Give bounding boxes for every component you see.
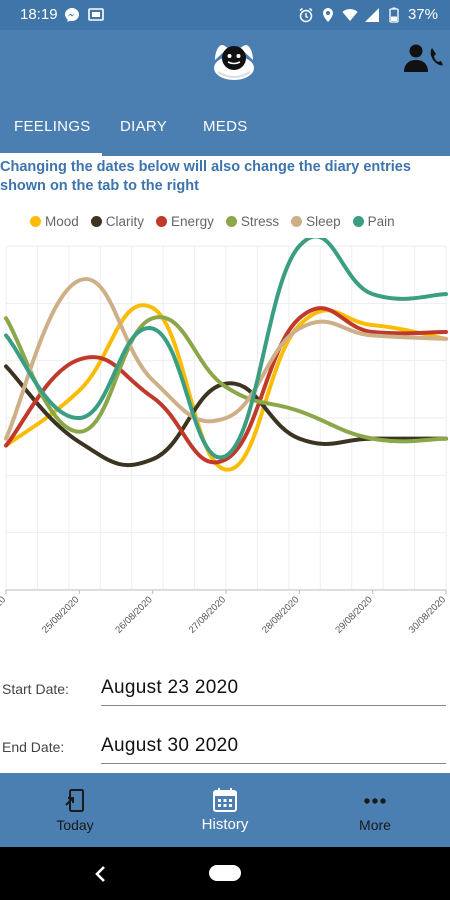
feelings-line-chart: 24/08/2020 25/08/2020 26/08/2020 27/08/2020… (0, 238, 448, 636)
legend-item-clarity[interactable]: Clarity (90, 214, 145, 229)
status-bar: 18:19 37% (0, 0, 450, 30)
series-line-energy (4, 306, 448, 465)
legend-item-sleep[interactable]: Sleep (291, 214, 341, 229)
home-pill[interactable] (209, 865, 241, 881)
nav-today-label: Today (56, 816, 94, 833)
tab-feelings[interactable]: FEELINGS (14, 118, 91, 135)
status-time: 18:19 (20, 6, 58, 23)
bottom-navigation: Today History More (0, 773, 450, 847)
x-tick-label: 29/08/2020 (333, 594, 374, 635)
nav-more-label: More (359, 816, 391, 833)
location-icon (322, 7, 333, 22)
series-line-sleep (4, 277, 448, 441)
legend-label: Sleep (306, 214, 341, 229)
today-icon (65, 788, 84, 812)
app-header: FEELINGS DIARY MEDS (0, 30, 450, 156)
legend-dot (225, 216, 237, 227)
legend-item-mood[interactable]: Mood (30, 214, 79, 229)
x-tick-label: 26/08/2020 (113, 594, 154, 635)
start-date-field[interactable]: August 23 2020 (101, 677, 446, 706)
legend-dot (352, 216, 364, 227)
legend-dot (90, 216, 102, 227)
chart-legend: Mood Clarity Energy Stress Sleep Pain (30, 214, 395, 229)
series-line-mood (4, 303, 448, 472)
signal-icon (364, 7, 379, 22)
legend-label: Mood (45, 214, 79, 229)
x-tick-label: 28/08/2020 (260, 594, 301, 635)
contact-call-icon[interactable] (404, 42, 444, 74)
legend-item-energy[interactable]: Energy (156, 214, 214, 229)
legend-item-pain[interactable]: Pain (352, 214, 395, 229)
legend-dot (30, 216, 41, 227)
cast-icon (88, 8, 104, 21)
end-date-field[interactable]: August 30 2020 (101, 735, 446, 764)
more-dots-icon (364, 797, 386, 804)
active-tab-indicator (0, 153, 102, 156)
tab-diary[interactable]: DIARY (120, 118, 168, 135)
back-chevron-icon[interactable] (92, 864, 108, 884)
info-text: Changing the dates below will also chang… (0, 159, 411, 194)
legend-dot (156, 216, 168, 227)
end-date-label: End Date: (2, 739, 65, 755)
x-tick-label: 30/08/2020 (407, 594, 448, 635)
system-navigation-bar (0, 847, 450, 900)
legend-label: Pain (367, 214, 395, 229)
legend-label: Energy (171, 214, 214, 229)
x-tick-label: 25/08/2020 (40, 594, 81, 635)
nav-more[interactable]: More (300, 773, 450, 847)
status-indicators: 37% (298, 6, 438, 23)
legend-label: Stress (240, 214, 280, 229)
start-date-label: Start Date: (2, 681, 69, 697)
tab-meds[interactable]: MEDS (203, 118, 248, 135)
legend-item-stress[interactable]: Stress (225, 214, 280, 229)
nav-history-label: History (201, 816, 249, 833)
calendar-icon (213, 788, 237, 812)
messenger-icon (65, 8, 79, 22)
legend-dot (291, 216, 303, 227)
battery-icon (389, 7, 399, 23)
alarm-icon (299, 7, 313, 22)
notification-icons (64, 7, 104, 23)
battery-percent: 37% (407, 6, 438, 23)
x-tick-label: 27/08/2020 (187, 594, 228, 635)
app-logo-icon (214, 45, 254, 80)
x-tick-label: 24/08/2020 (0, 594, 8, 635)
wifi-icon (342, 8, 358, 21)
nav-today[interactable]: Today (0, 773, 150, 847)
tab-bar: FEELINGS DIARY MEDS (0, 104, 450, 156)
series-line-pain (4, 238, 448, 460)
series-line-stress (4, 315, 448, 444)
nav-history[interactable]: History (150, 773, 300, 847)
legend-label: Clarity (105, 214, 145, 229)
